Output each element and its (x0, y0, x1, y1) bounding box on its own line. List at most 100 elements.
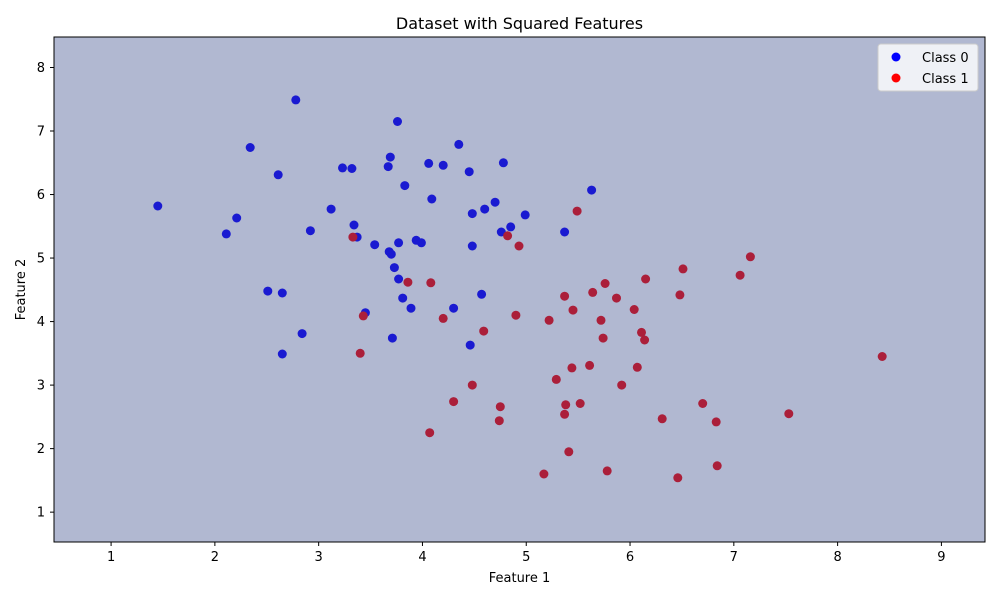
point-class-1-12 (503, 231, 513, 241)
point-class-1-36 (637, 327, 646, 337)
point-class-1-5 (426, 278, 436, 288)
x-axis: 1 2 3 4 5 6 7 8 9 (107, 542, 946, 565)
point-class-1-17 (551, 374, 561, 384)
point-class-0-37 (464, 167, 474, 177)
x-tick-label: 2 (211, 550, 219, 565)
point-class-1-21 (564, 447, 574, 457)
point-class-1-4 (425, 428, 435, 438)
point-class-1-14 (514, 241, 524, 251)
point-class-1-19 (560, 291, 570, 301)
x-tick-label: 1 (107, 550, 115, 565)
point-class-1-6 (438, 313, 448, 323)
point-class-0-32 (424, 158, 434, 168)
point-class-0-14 (349, 220, 359, 230)
point-class-0-17 (370, 240, 380, 250)
point-class-0-25 (394, 238, 404, 248)
point-class-0-34 (438, 160, 448, 170)
point-class-1-45 (712, 461, 722, 471)
legend-box (877, 43, 979, 92)
point-class-1-32 (612, 293, 621, 303)
point-class-0-1 (221, 229, 231, 239)
y-tick-label: 1 (37, 506, 45, 521)
point-class-1-47 (745, 252, 755, 262)
point-class-1-18 (560, 409, 570, 419)
point-class-0-22 (387, 333, 397, 343)
point-class-0-11 (326, 204, 336, 214)
point-class-0-23 (389, 263, 399, 273)
point-class-1-20 (561, 400, 571, 410)
legend: Class 0 Class 1 (877, 43, 979, 92)
y-tick-label: 4 (37, 315, 45, 330)
point-class-0-45 (498, 158, 508, 168)
point-class-0-36 (454, 139, 464, 149)
point-class-0-0 (153, 201, 163, 211)
point-class-1-46 (735, 270, 745, 280)
x-tick-label: 8 (833, 550, 841, 565)
point-class-1-30 (600, 279, 610, 288)
y-tick-label: 3 (37, 379, 45, 394)
point-class-0-38 (465, 340, 475, 350)
x-tick-label: 7 (730, 550, 738, 565)
point-class-1-43 (698, 399, 708, 408)
point-class-1-25 (575, 399, 585, 408)
y-tick-label: 2 (37, 442, 45, 457)
point-class-1-2 (358, 311, 368, 321)
point-class-0-46 (506, 222, 516, 232)
point-class-1-3 (403, 277, 413, 287)
point-class-1-41 (675, 290, 685, 300)
point-class-1-24 (572, 206, 582, 216)
point-class-0-18 (383, 162, 393, 172)
point-class-1-9 (479, 326, 489, 336)
point-class-0-27 (398, 293, 408, 303)
point-class-0-9 (297, 329, 307, 339)
point-class-1-48 (784, 409, 794, 419)
point-class-1-29 (598, 333, 608, 343)
chart-title: Dataset with Squared Features (396, 14, 643, 33)
point-class-1-35 (632, 362, 642, 372)
point-class-0-40 (467, 241, 477, 251)
point-class-0-7 (277, 349, 287, 359)
y-tick-label: 8 (37, 61, 45, 76)
point-class-0-2 (232, 213, 242, 223)
point-class-1-38 (641, 274, 651, 284)
point-class-1-10 (494, 416, 504, 426)
point-class-1-23 (568, 305, 578, 315)
point-class-1-28 (596, 315, 606, 325)
point-class-0-20 (385, 152, 395, 162)
x-axis-label: Feature 1 (489, 571, 551, 586)
point-class-0-42 (480, 204, 490, 214)
point-class-0-5 (273, 170, 283, 180)
point-class-0-47 (520, 210, 530, 220)
y-tick-label: 7 (37, 125, 45, 140)
point-class-1-13 (511, 310, 521, 320)
plot-frame (53, 36, 986, 543)
x-tick-label: 3 (315, 550, 323, 565)
y-tick-label: 5 (37, 252, 45, 267)
point-class-0-41 (477, 289, 487, 299)
point-class-0-4 (263, 286, 273, 296)
x-tick-label: 9 (937, 550, 945, 565)
point-class-0-8 (291, 95, 301, 105)
point-class-1-11 (495, 402, 505, 412)
point-class-1-27 (588, 287, 598, 297)
point-class-1-37 (640, 335, 650, 345)
point-class-0-31 (416, 238, 426, 248)
y-tick-label: 6 (37, 188, 45, 203)
y-axis-label: Feature 2 (14, 259, 29, 321)
point-class-0-12 (338, 163, 347, 173)
point-class-0-21 (386, 249, 396, 259)
legend-marker-class-1 (891, 73, 901, 83)
point-class-0-35 (449, 303, 459, 313)
point-class-1-8 (467, 380, 477, 390)
legend-marker-class-0 (891, 52, 901, 62)
x-tick-label: 4 (418, 550, 426, 565)
point-class-1-0 (348, 232, 358, 242)
point-class-1-49 (877, 352, 887, 361)
x-tick-label: 5 (522, 550, 530, 565)
point-class-1-16 (544, 315, 554, 325)
point-class-1-15 (539, 469, 549, 479)
point-class-1-1 (355, 348, 365, 358)
point-class-0-39 (467, 209, 477, 219)
point-class-1-7 (449, 397, 459, 407)
